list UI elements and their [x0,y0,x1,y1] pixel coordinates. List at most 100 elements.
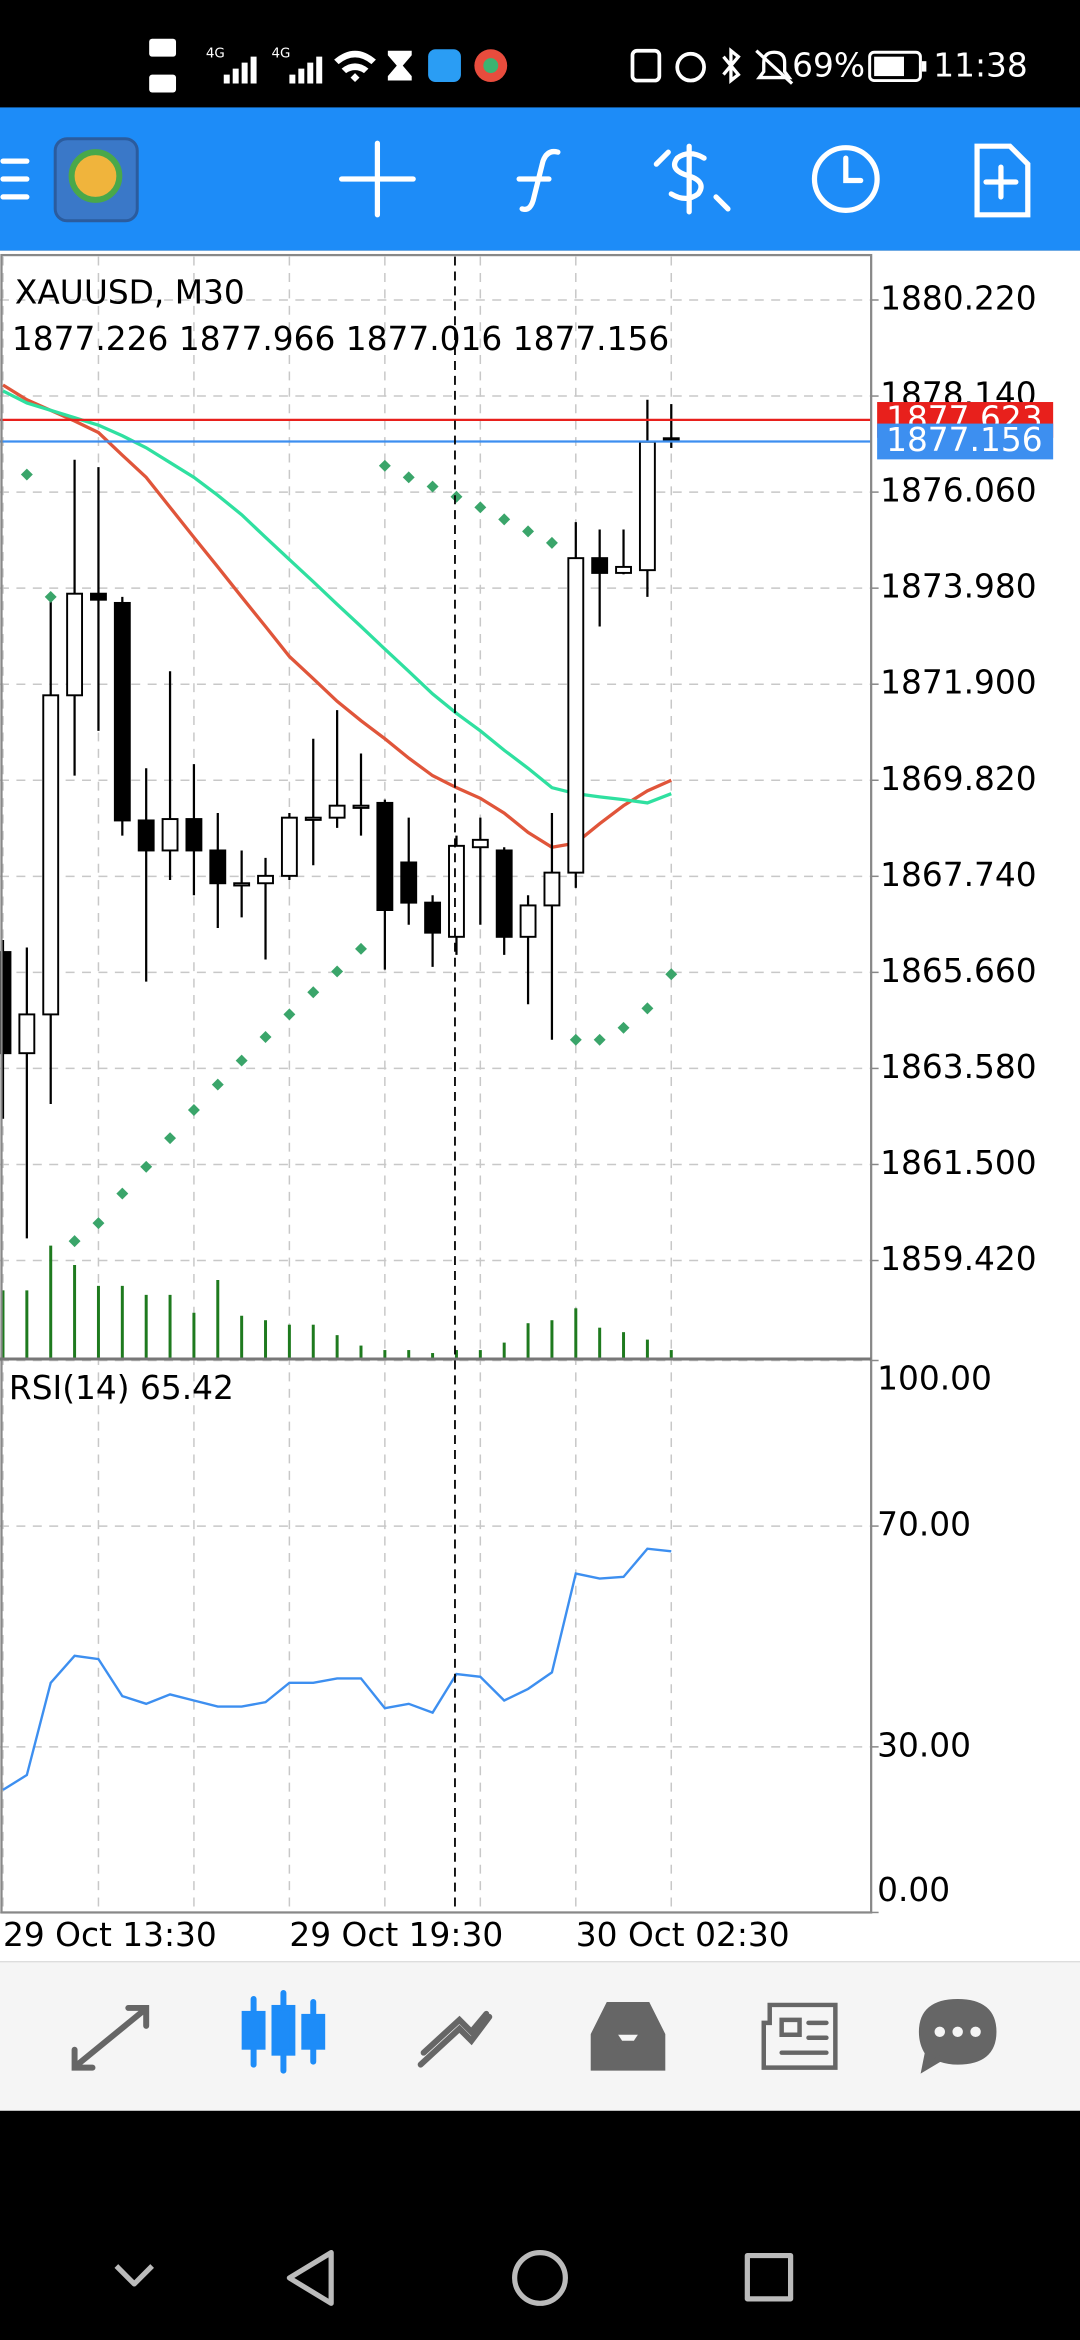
bluetooth-icon [722,47,741,84]
moving-average [2,389,672,805]
indicators-button[interactable] [516,148,561,212]
y-tick-label: 1869.820 [880,760,1036,798]
trade-tab[interactable] [417,2010,493,2068]
battery-level [874,56,904,77]
candle-body [638,440,656,572]
axis: 1880.2201878.1401876.0601873.9801871.900… [3,279,1054,1954]
hd-icon [149,38,177,57]
chart-background [0,250,1080,1962]
back-button[interactable] [286,2249,334,2306]
y-tick-label: 70.00 [877,1506,971,1544]
sar-dot [426,480,439,493]
candle-body [304,816,322,821]
candle-body [615,565,632,574]
app-logo-globe [68,149,123,203]
candle-body [471,838,489,849]
candle-body [66,592,84,697]
recents-button[interactable] [744,2252,794,2302]
sar-dot [331,965,344,978]
candle-body [137,819,155,852]
rsi-readout: RSI(14) 65.42 [9,1368,234,1406]
candle-body [18,1013,36,1055]
candle-body [424,901,442,934]
plot [0,256,872,1914]
candle-body [233,882,251,887]
battery-icon [868,50,922,83]
candle-body [352,804,370,809]
rsi-title: RSI(14) [9,1368,130,1406]
timeframe-button[interactable] [811,145,880,213]
moving-average [2,383,672,849]
y-tick-label: 1863.580 [880,1048,1036,1086]
y-tick-label: 30.00 [877,1726,971,1764]
sar-dot [665,968,678,981]
crosshair-button[interactable] [338,140,416,218]
candle-body [376,801,394,912]
hourglass-icon [387,50,412,81]
network-label: 4G [206,47,225,62]
candle-body [161,818,179,852]
y-tick-label: 1876.060 [880,472,1036,510]
news-tab[interactable] [761,2002,838,2070]
sar-dot [617,1021,630,1034]
x-tick-label: 30 Oct 02:30 [576,1916,790,1954]
candle-body [400,861,418,904]
candle-body [257,874,274,885]
sar-dot [235,1054,248,1067]
candle-body [0,951,12,1055]
sar-dot [140,1160,153,1173]
new-order-button[interactable] [974,143,1031,218]
home-button[interactable] [512,2249,568,2306]
candle-body [567,557,585,874]
sar-dot [44,590,57,603]
open-value: 1877.226 [12,320,168,358]
candle-body [448,844,465,938]
close-value: 1877.156 [513,320,669,358]
low-value: 1877.016 [346,320,502,358]
sar-dot [378,459,391,472]
history-tab[interactable] [590,2001,666,2071]
nfc-icon [630,48,662,83]
chart-frame [0,253,873,1914]
candle-body [113,601,131,822]
quotes-tab[interactable] [71,2004,150,2071]
collapse-button[interactable] [114,2264,155,2287]
hd-icon [149,74,177,93]
y-tick-label: 1871.900 [880,664,1036,702]
trade-button[interactable] [653,143,731,215]
high-value: 1877.966 [179,320,335,358]
sar-dot [355,942,367,955]
timeframe-hands [843,155,864,184]
symbol-title: XAUUSD, M30 [15,273,245,311]
chat-dots [934,2026,981,2038]
sar-dot [20,468,33,481]
candle-body [209,849,227,885]
rsi-value: 65.42 [140,1368,234,1406]
candle-body [495,849,513,938]
app-icon [483,58,499,74]
menu-button[interactable] [0,158,30,200]
candle-body [328,804,346,819]
candle-body [591,557,609,574]
bottom-nav [0,1961,1080,2111]
app-icon [428,49,461,83]
signal-icon [223,56,257,84]
sar-dot [402,471,415,484]
candle-body [280,816,298,877]
sar-dot [92,1217,105,1230]
wifi-icon [334,50,376,83]
sar-dot [498,513,511,526]
y-tick-label: 1861.500 [880,1144,1036,1182]
ohlc-readout: 1877.226 1877.966 1877.016 1877.156 [12,320,669,358]
mute-icon [755,49,794,85]
x-tick-label: 29 Oct 19:30 [289,1916,503,1954]
y-tick-label: 0.00 [877,1871,950,1909]
y-tick-label: 100.00 [877,1359,992,1397]
network-label: 4G [271,47,290,62]
chart-tab[interactable] [241,1990,326,2074]
y-tick-label: 1880.220 [880,279,1036,317]
battery-text: 69% [792,47,865,85]
rsi-line [2,1547,672,1791]
x-tick-label: 29 Oct 13:30 [3,1916,217,1954]
